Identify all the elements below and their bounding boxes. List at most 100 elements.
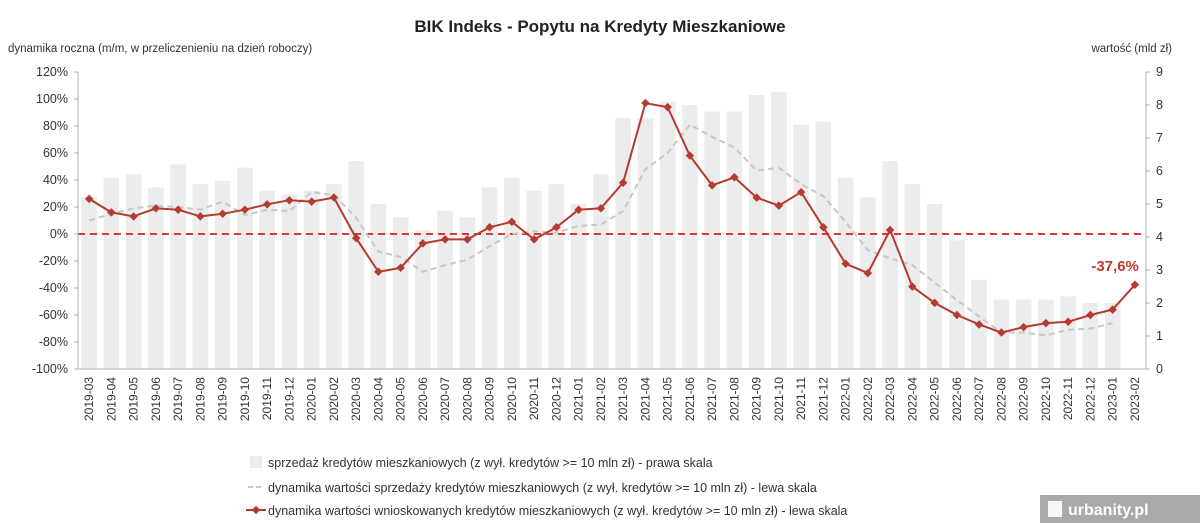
x-tick: 2019-07	[171, 377, 185, 421]
bar	[1038, 299, 1054, 369]
legend-label-gray-line: dynamika wartości sprzedaży kredytów mie…	[268, 481, 817, 495]
x-tick: 2021-12	[816, 377, 830, 421]
bar	[882, 161, 898, 369]
left-axis-label: dynamika roczna (m/m, w przeliczenieniu …	[8, 43, 312, 55]
bar	[860, 197, 876, 369]
x-tick: 2020-11	[527, 377, 541, 420]
bar	[615, 118, 631, 369]
point	[930, 298, 939, 308]
y-tick-right: 0	[1156, 362, 1163, 376]
x-tick: 2019-06	[149, 377, 163, 421]
bar	[570, 204, 587, 369]
x-tick: 2020-12	[549, 377, 563, 421]
x-tick: 2019-04	[104, 377, 118, 421]
point	[418, 239, 428, 248]
y-tick-right: 2	[1156, 296, 1163, 310]
bar	[103, 177, 120, 369]
point	[218, 209, 227, 219]
legend-marker-red-line	[251, 505, 261, 515]
x-tick: 2019-03	[82, 377, 96, 421]
y-tick-left: -40%	[39, 281, 68, 295]
point	[485, 223, 494, 232]
x-tick: 2023-01	[1106, 377, 1120, 421]
x-tick: 2020-04	[371, 377, 385, 421]
point	[908, 282, 917, 291]
y-tick-right: 4	[1156, 230, 1163, 244]
x-tick: 2021-02	[594, 377, 608, 421]
x-tick: 2021-11	[794, 377, 808, 420]
annotation-group: -37,6%	[1091, 258, 1139, 275]
watermark: urbanity.pl	[1040, 495, 1200, 523]
x-tick: 2019-11	[260, 377, 274, 420]
x-tick: 2022-08	[994, 377, 1008, 421]
point	[974, 320, 984, 329]
bar	[704, 111, 720, 369]
y-tick-right: 9	[1156, 65, 1163, 79]
legend-swatch-bar	[250, 456, 262, 468]
x-tick: 2021-04	[638, 377, 652, 421]
x-tick: 2020-10	[505, 377, 519, 421]
x-tick: 2021-08	[727, 377, 741, 421]
point	[552, 223, 561, 232]
bar	[637, 118, 654, 369]
line-series	[84, 98, 1140, 337]
point	[885, 225, 895, 235]
bar	[348, 161, 364, 369]
point	[329, 193, 339, 202]
y-tick-right: 7	[1156, 131, 1163, 145]
left-y-ticks: -100% -80% -60% -40% -20% 0% 20% 40% 60% 80% 100% 1…	[32, 65, 78, 376]
bar-series	[81, 91, 1121, 370]
x-tick: 2021-07	[705, 377, 719, 421]
bar	[949, 240, 965, 369]
watermark-logo-icon	[1048, 501, 1062, 517]
x-tick: 2020-02	[327, 377, 341, 421]
bar	[237, 167, 253, 369]
bar	[726, 111, 743, 369]
chart-title: BIK Indeks - Popytu na Kredyty Mieszkani…	[414, 17, 785, 36]
legend-label-red-line: dynamika wartości wnioskowanych kredytów…	[268, 504, 847, 518]
x-tick: 2022-01	[839, 377, 853, 421]
y-tick-left: 0%	[50, 227, 68, 241]
y-tick-left: 20%	[43, 200, 68, 214]
bar	[125, 174, 142, 369]
x-tick: 2020-08	[460, 377, 474, 421]
y-tick-left: -100%	[32, 362, 68, 376]
x-tick: 2020-03	[349, 377, 363, 421]
point	[151, 204, 161, 213]
x-tick: 2022-03	[883, 377, 897, 421]
legend-label-bar: sprzedaż kredytów mieszkaniowych (z wył.…	[268, 456, 713, 470]
bar	[837, 177, 854, 369]
bar	[170, 164, 186, 369]
series-line-red	[88, 101, 1136, 334]
right-axis-label: wartość (mld zł)	[1090, 43, 1172, 55]
y-tick-left: 60%	[43, 146, 68, 160]
x-tick: 2021-03	[616, 377, 630, 421]
x-tick: 2019-12	[282, 377, 296, 421]
y-tick-left: 120%	[36, 65, 68, 79]
bar	[481, 187, 498, 369]
bar	[370, 204, 387, 369]
x-tick: 2019-05	[127, 377, 141, 421]
x-tick: 2022-04	[905, 377, 919, 421]
bar	[192, 184, 209, 369]
x-tick: 2022-05	[928, 377, 942, 421]
x-tick: 2022-02	[861, 377, 875, 421]
x-tick: 2021-09	[750, 377, 764, 421]
bar	[504, 177, 520, 369]
watermark-text: urbanity.pl	[1068, 502, 1149, 519]
bar	[793, 124, 809, 369]
watermark-background	[1040, 495, 1200, 523]
point	[396, 263, 405, 273]
point	[1063, 317, 1073, 327]
x-tick: 2021-01	[572, 377, 586, 421]
y-tick-left: -20%	[39, 254, 68, 268]
x-tick: 2022-12	[1083, 377, 1097, 421]
point	[129, 212, 138, 221]
y-tick-left: -60%	[39, 308, 68, 322]
bar	[659, 101, 676, 369]
x-tick: 2020-05	[394, 377, 408, 421]
bar	[459, 217, 476, 369]
point	[84, 194, 94, 204]
y-tick-left: 100%	[36, 92, 68, 106]
x-tick: 2022-07	[972, 377, 986, 421]
